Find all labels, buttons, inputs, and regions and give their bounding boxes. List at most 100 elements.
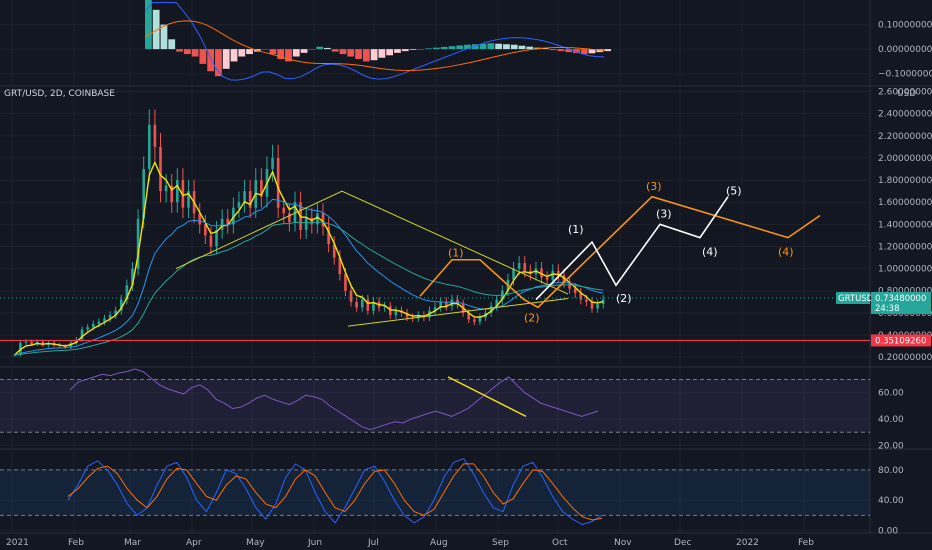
time-axis-label: Nov (614, 538, 632, 548)
macd-histogram-bar (199, 49, 207, 64)
candle-body (444, 301, 448, 307)
candle-body (131, 268, 134, 286)
support-price-tag[interactable] (871, 334, 931, 347)
macd-histogram-bar (331, 49, 339, 52)
candle-body (142, 169, 145, 219)
macd-histogram-bar (168, 39, 176, 50)
candle-body (220, 218, 224, 230)
currency-tag[interactable]: USD (897, 89, 916, 99)
macd-histogram-bar (308, 49, 316, 50)
white-wave-label: (1) (568, 223, 584, 236)
chart-background (0, 0, 932, 534)
macd-histogram-bar (261, 49, 269, 50)
macd-histogram-bar (604, 49, 611, 52)
price-tick-label: 1.60000000 (878, 198, 932, 208)
macd-histogram-bar (285, 49, 292, 62)
orange-wave-label: (4) (778, 245, 794, 258)
macd-histogram-bar (549, 49, 557, 51)
candle-body (489, 306, 493, 313)
candle-body (366, 299, 370, 311)
candle-body (467, 312, 471, 320)
candle-body (215, 229, 218, 247)
time-axis-label: Jul (367, 538, 379, 548)
candle-body (136, 218, 140, 269)
candle-body (388, 306, 392, 316)
stoch-k-line (67, 457, 603, 525)
price-tick-label: 1.20000000 (878, 242, 932, 252)
candle-body (209, 235, 213, 247)
candle-body (394, 310, 398, 316)
candle-body (540, 268, 543, 278)
candle-body (204, 224, 207, 236)
macd-histogram-bar (487, 43, 495, 50)
candle-body (170, 185, 174, 203)
macd-pane[interactable] (144, 0, 611, 81)
white-wave-label: (3) (656, 208, 672, 221)
macd-line (144, 1, 605, 81)
macd-histogram-bar (565, 49, 573, 53)
countdown-label: 24:38 (875, 304, 900, 314)
candle-body (108, 315, 112, 319)
candle-body (271, 157, 274, 170)
rsi-tick-label: 60.00 (878, 389, 904, 399)
time-axis-label: Apr (186, 538, 202, 548)
support-price-label: 0.35109260 (875, 336, 926, 346)
candle-body (495, 299, 499, 307)
macd-histogram-bar (573, 49, 580, 54)
stoch-pane[interactable] (0, 457, 870, 525)
price-tick-label: 2.20000000 (878, 132, 932, 142)
candle-body (355, 301, 358, 308)
time-axis[interactable]: 2021 Feb Mar Apr May Jun Jul Aug Sep Oct Nov Dec 202… (6, 538, 814, 548)
symbol-tag[interactable] (836, 291, 870, 304)
time-axis-label: Mar (124, 538, 141, 548)
macd-histogram-bar (510, 44, 518, 50)
macd-tick-label: −0.10000000 (878, 70, 932, 80)
candle-body (159, 146, 162, 192)
white-wave-path (535, 196, 729, 301)
macd-histogram-bar (207, 49, 215, 72)
last-price-tag[interactable] (871, 291, 931, 314)
macd-histogram-bar (432, 47, 440, 50)
macd-histogram-bar (347, 49, 355, 57)
macd-histogram-bar (160, 24, 168, 50)
macd-histogram-bar (176, 49, 183, 52)
orange-wave-label: (2) (524, 312, 540, 325)
candle-body (473, 319, 476, 322)
candle-body (237, 202, 241, 208)
candle-body (316, 213, 319, 225)
candle-body (91, 323, 95, 328)
white-wave-label: (5) (726, 184, 742, 197)
macd-histogram-bar (191, 49, 199, 57)
candle-body (338, 257, 342, 275)
candle-body (344, 274, 347, 291)
macd-histogram-bar (355, 49, 362, 59)
candle-body (416, 315, 420, 319)
macd-histogram-bar (292, 49, 300, 57)
macd-histogram-bar (394, 49, 401, 53)
price-tick-label: 2.00000000 (878, 154, 932, 164)
macd-histogram-bar (370, 49, 378, 61)
macd-histogram-bar (440, 46, 448, 50)
macd-histogram-bar (588, 49, 596, 54)
candle-body (164, 185, 168, 192)
price-tick-label: 1.80000000 (878, 176, 932, 186)
candle-body (517, 263, 521, 269)
price-axis[interactable]: 0.10000000 0.00000000 −0.10000000 2.6000000… (836, 21, 932, 537)
white-wave-label: (2) (616, 292, 632, 305)
rsi-pane[interactable] (0, 368, 870, 433)
candle-body (80, 329, 84, 340)
macd-tick-label: 0.00000000 (878, 45, 932, 55)
macd-histogram-bar (503, 44, 510, 50)
price-pane[interactable]: (1) (2) (3) (4) (1) (2) (3) (4) (5) (0, 109, 870, 357)
candle-body (360, 299, 364, 308)
candle-body (332, 244, 336, 258)
candle-body (433, 307, 437, 311)
stoch-d-line (67, 463, 603, 521)
ema-mid-line (14, 198, 604, 356)
candle-body (232, 207, 235, 225)
candle-body (372, 301, 375, 311)
candle-body (176, 180, 179, 203)
orange-wave-label: (1) (448, 246, 464, 259)
candle-body (75, 339, 78, 343)
